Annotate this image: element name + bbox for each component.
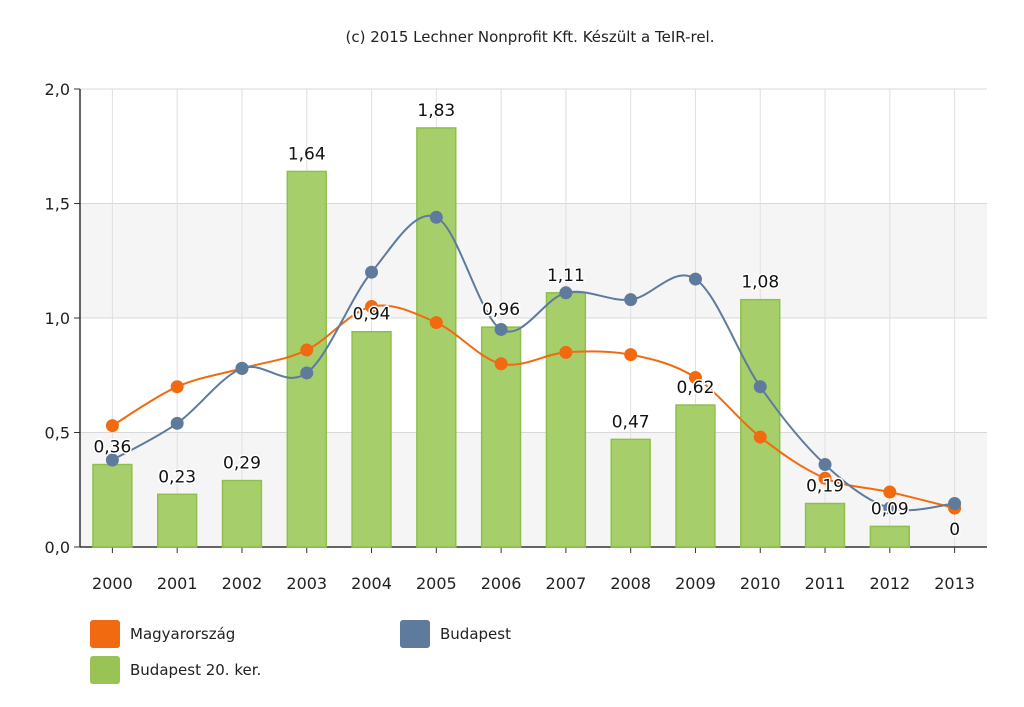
- point-magyarorsz-g: [753, 430, 767, 444]
- bar: [610, 438, 651, 548]
- point-budapest: [300, 366, 314, 380]
- point-magyarorsz-g: [818, 471, 832, 485]
- bars: [92, 127, 911, 548]
- point-budapest: [624, 293, 638, 307]
- legend-swatch-budapest-20-ker: [90, 656, 120, 684]
- bar-data-label: 1,64: [288, 144, 326, 164]
- bar-data-label: 0,09: [871, 499, 909, 519]
- legend-label-magyarorszag: Magyarország: [130, 625, 236, 643]
- series-lines: [105, 210, 962, 515]
- x-tick-label: 2008: [610, 574, 651, 593]
- bar-data-label: 0,47: [612, 412, 650, 432]
- bar-data-label: 0,36: [93, 438, 131, 458]
- x-tick-label: 2013: [934, 574, 975, 593]
- bar-data-label: 1,08: [741, 273, 779, 293]
- x-tick-label: 2006: [481, 574, 522, 593]
- point-magyarorsz-g: [559, 345, 573, 359]
- bar: [416, 127, 457, 548]
- data-labels: 0,36 0,23 0,29 1,64 0,94 1,83 0,96 1,11 0,47 0,62…: [92, 99, 962, 541]
- bar-data-label: 0,19: [806, 476, 844, 496]
- bar: [740, 298, 781, 548]
- point-magyarorsz-g: [170, 380, 184, 394]
- plot-band: [80, 432, 987, 547]
- x-tick-label: 2009: [675, 574, 716, 593]
- legend-swatch-budapest: [400, 620, 430, 648]
- bar: [351, 330, 392, 548]
- point-budapest: [494, 322, 508, 336]
- point-budapest: [948, 496, 962, 510]
- bar-data-label: 1,83: [417, 101, 455, 121]
- point-budapest: [429, 210, 443, 224]
- x-tick-label: 2007: [546, 574, 587, 593]
- bar: [869, 525, 911, 548]
- point-magyarorsz-g: [883, 485, 897, 499]
- x-tick-label: 2001: [157, 574, 198, 593]
- y-tick-label: 0,0: [45, 538, 70, 557]
- x-tick-label: 2010: [740, 574, 781, 593]
- point-budapest: [559, 286, 573, 300]
- point-magyarorsz-g: [365, 300, 379, 314]
- legend-swatch-magyarorszag: [90, 620, 120, 648]
- bar-data-label: 0,29: [223, 454, 261, 474]
- legend-item-budapest[interactable]: Budapest: [400, 620, 511, 648]
- y-tick-label: 1,5: [45, 195, 70, 214]
- tick-labels: 0,0 0,5 1,0 1,5 2,0 2000 2001 2002 2003 2004 2005 2…: [45, 80, 975, 593]
- point-budapest: [365, 265, 379, 279]
- bar-data-label: 0,62: [677, 378, 715, 398]
- bar: [804, 502, 846, 548]
- x-tick-label: 2000: [92, 574, 133, 593]
- chart-credit: (c) 2015 Lechner Nonprofit Kft. Készült …: [345, 28, 715, 46]
- point-budapest: [818, 458, 832, 472]
- y-tick-label: 0,5: [45, 424, 70, 443]
- bar-data-label: 0,94: [353, 305, 391, 325]
- bar: [286, 170, 327, 548]
- point-budapest: [235, 361, 249, 375]
- point-magyarorsz-g: [300, 343, 314, 357]
- point-budapest: [688, 272, 702, 286]
- x-tick-label: 2005: [416, 574, 457, 593]
- point-budapest: [170, 416, 184, 430]
- point-magyarorsz-g: [624, 348, 638, 362]
- bar: [92, 463, 133, 548]
- bar: [221, 479, 263, 548]
- x-tick-label: 2002: [222, 574, 263, 593]
- x-tick-label: 2012: [869, 574, 910, 593]
- y-tick-label: 2,0: [45, 80, 70, 99]
- line-budapest: [111, 214, 955, 512]
- point-magyarorsz-g: [429, 316, 443, 330]
- point-magyarorsz-g: [494, 357, 508, 371]
- y-tick-label: 1,0: [45, 309, 70, 328]
- bar-data-label: 1,11: [547, 266, 585, 286]
- bar-data-label: 0: [949, 520, 960, 540]
- legend-item-budapest-20-ker[interactable]: Budapest 20. ker.: [90, 656, 261, 684]
- legend-label-budapest: Budapest: [440, 625, 511, 643]
- point-magyarorsz-g: [105, 419, 119, 433]
- point-budapest: [105, 453, 119, 467]
- plot-band: [80, 203, 987, 318]
- bar: [545, 292, 587, 548]
- point-magyarorsz-g: [688, 371, 702, 385]
- x-tick-label: 2011: [805, 574, 846, 593]
- bar: [675, 404, 716, 548]
- legend-item-magyarorszag[interactable]: Magyarország: [90, 620, 235, 648]
- bar: [156, 493, 198, 548]
- point-budapest: [753, 380, 767, 394]
- legend-label-budapest-20-ker: Budapest 20. ker.: [130, 661, 262, 679]
- x-tick-label: 2003: [286, 574, 327, 593]
- bar-data-label: 0,96: [482, 300, 520, 320]
- bar-data-label: 0,23: [158, 467, 196, 487]
- point-budapest: [883, 501, 897, 515]
- x-tick-label: 2004: [351, 574, 392, 593]
